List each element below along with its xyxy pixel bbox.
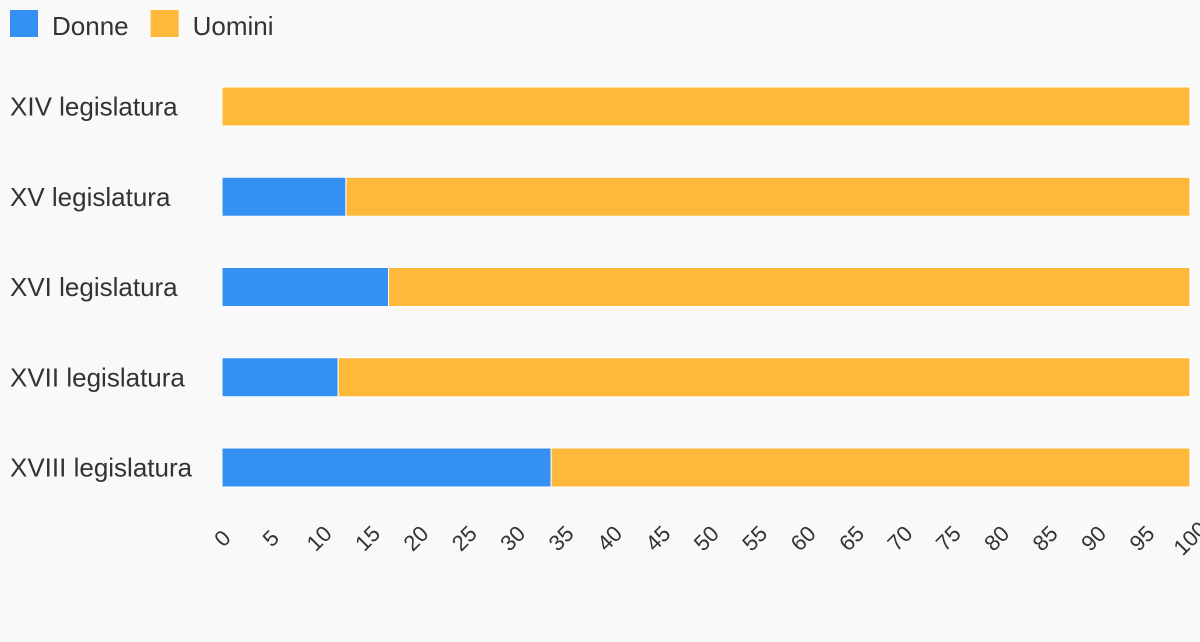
x-axis-ticks: 0 5 10 15 20 25 30 35 40 45 50 55 60 65 70 75 80 85 90 95 10… [209, 517, 1200, 561]
bar-donne-xviii-legislatura [221, 447, 552, 488]
x-tick-label: 0 [209, 525, 235, 551]
category-label: XIV legislatura [10, 92, 178, 122]
legend-swatch-donne [10, 10, 38, 37]
x-tick-label: 95 [1124, 521, 1159, 556]
x-tick-label: 75 [931, 521, 966, 556]
bar-uomini-xiv-legislatura [221, 86, 1191, 127]
x-tick-label: 25 [447, 521, 482, 556]
x-tick-label: 70 [882, 521, 917, 556]
x-tick-label: 15 [350, 521, 385, 556]
legend-label-donne: Donne [52, 11, 129, 41]
bar-uomini-xv-legislatura [345, 176, 1191, 217]
x-tick-label: 65 [834, 521, 869, 556]
x-tick-label: 100 [1169, 517, 1200, 561]
x-tick-label: 85 [1028, 521, 1063, 556]
x-tick-label: 30 [495, 521, 530, 556]
legend-swatch-uomini [150, 10, 179, 37]
x-tick-label: 45 [640, 521, 675, 556]
category-label: XVI legislatura [10, 272, 178, 302]
x-tick-label: 50 [689, 521, 724, 556]
bars [221, 86, 1191, 488]
x-tick-label: 55 [737, 521, 772, 556]
legend: Donne Uomini [10, 10, 274, 41]
category-label: XVII legislatura [10, 362, 185, 392]
x-tick-label: 60 [786, 521, 821, 556]
bar-uomini-xviii-legislatura [550, 447, 1191, 488]
category-labels: XIV legislatura XV legislatura XVI legisla… [10, 92, 193, 483]
legend-label-uomini: Uomini [193, 11, 274, 41]
bar-donne-xv-legislatura [221, 176, 347, 217]
bar-donne-xvi-legislatura [221, 267, 389, 307]
bar-uomini-xvii-legislatura [337, 357, 1191, 398]
x-tick-label: 10 [302, 521, 337, 556]
category-label: XV legislatura [10, 182, 171, 212]
x-tick-label: 80 [979, 521, 1014, 556]
x-tick-label: 35 [544, 521, 579, 556]
x-tick-label: 20 [398, 521, 433, 556]
category-label: XVIII legislatura [10, 453, 193, 483]
x-tick-label: 40 [592, 521, 627, 556]
x-tick-label: 5 [258, 525, 284, 551]
bar-donne-xvii-legislatura [221, 357, 339, 398]
bar-uomini-xvi-legislatura [387, 267, 1191, 307]
x-tick-label: 90 [1076, 521, 1111, 556]
